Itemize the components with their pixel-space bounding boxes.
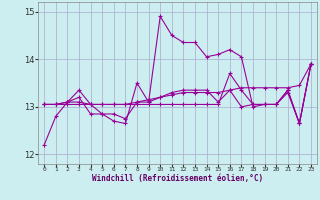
- X-axis label: Windchill (Refroidissement éolien,°C): Windchill (Refroidissement éolien,°C): [92, 174, 263, 183]
